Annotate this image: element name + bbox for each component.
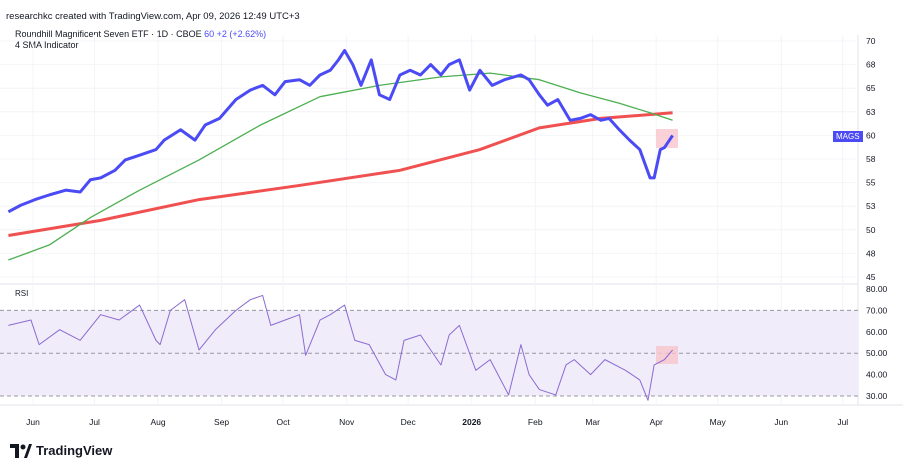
price-tick-label: 70 bbox=[866, 36, 876, 46]
tradingview-logo-icon bbox=[10, 443, 32, 458]
x-tick-label: Jul bbox=[837, 417, 848, 427]
symbol-legend: Roundhill Magnificent Seven ETF · 1D · C… bbox=[15, 29, 266, 39]
mags-price-badge: MAGS bbox=[833, 131, 863, 142]
price-tick-label: 53 bbox=[866, 201, 876, 211]
highlight-box-price bbox=[656, 129, 678, 148]
rsi-tick-label: 50.00 bbox=[866, 348, 888, 358]
x-tick-label: Apr bbox=[650, 417, 663, 427]
tradingview-logo: TradingView bbox=[10, 443, 112, 458]
indicator-legend: 4 SMA Indicator bbox=[15, 40, 79, 50]
price-tick-label: 65 bbox=[866, 83, 876, 93]
sma200-line bbox=[8, 111, 673, 237]
price-tick-label: 48 bbox=[866, 248, 876, 258]
rsi-tick-label: 70.00 bbox=[866, 305, 888, 315]
rsi-tick-label: 30.00 bbox=[866, 391, 888, 401]
rsi-tick-label: 60.00 bbox=[866, 327, 888, 337]
x-tick-label: Nov bbox=[339, 417, 355, 427]
x-tick-label: Dec bbox=[401, 417, 417, 427]
x-tick-label: Jun bbox=[774, 417, 788, 427]
price-tick-label: 45 bbox=[866, 272, 876, 282]
x-tick-label: Feb bbox=[528, 417, 543, 427]
highlight-box-rsi bbox=[656, 346, 678, 364]
last-price: 60 bbox=[204, 29, 215, 39]
x-tick-label: Oct bbox=[276, 417, 290, 427]
x-tick-label: 2026 bbox=[462, 417, 481, 427]
price-tick-label: 63 bbox=[866, 107, 876, 117]
rsi-label: RSI bbox=[15, 289, 29, 298]
symbol-title: Roundhill Magnificent Seven ETF · 1D · C… bbox=[15, 29, 202, 39]
logo-text: TradingView bbox=[36, 443, 113, 458]
price-tick-label: 50 bbox=[866, 225, 876, 235]
sma50-line bbox=[8, 72, 673, 261]
price-tick-label: 68 bbox=[866, 60, 876, 70]
price-tick-label: 58 bbox=[866, 154, 876, 164]
x-tick-label: Jun bbox=[26, 417, 40, 427]
x-tick-label: Aug bbox=[150, 417, 165, 427]
price-change: +2 (+2.62%) bbox=[216, 29, 267, 39]
rsi-tick-label: 80.00 bbox=[866, 284, 888, 294]
x-tick-label: Jul bbox=[89, 417, 100, 427]
rsi-tick-label: 40.00 bbox=[866, 370, 888, 380]
x-tick-label: Sep bbox=[214, 417, 229, 427]
price-tick-label: 55 bbox=[866, 178, 876, 188]
mags-price-line bbox=[7, 48, 674, 214]
x-tick-label: Mar bbox=[585, 417, 600, 427]
price-tick-label: 60 bbox=[866, 130, 876, 140]
rsi-line bbox=[8, 294, 673, 401]
x-tick-label: May bbox=[710, 417, 727, 427]
credit-text: researchkc created with TradingView.com,… bbox=[6, 11, 300, 22]
